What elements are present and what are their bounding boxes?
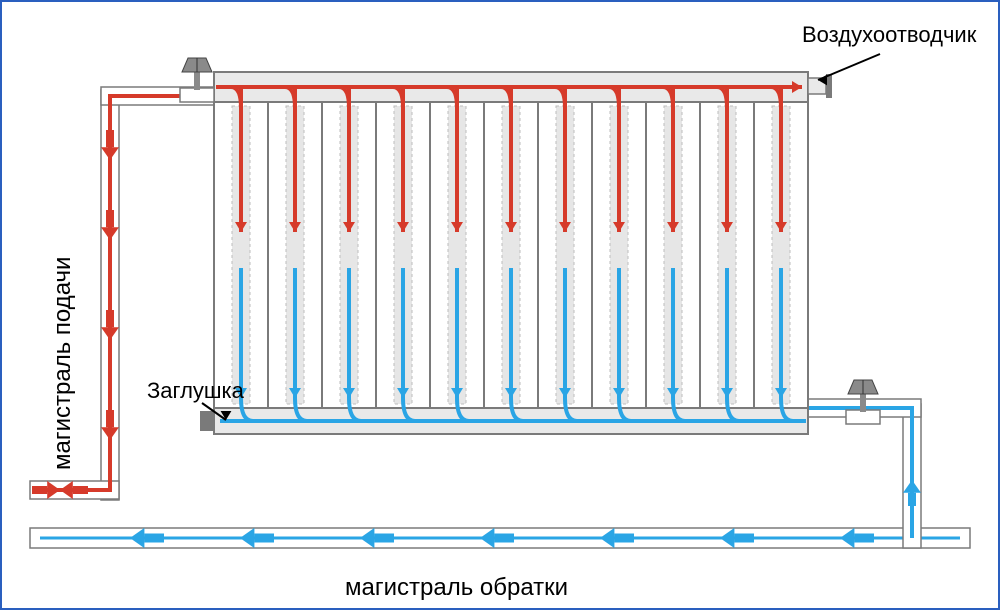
label-return-line: магистраль обратки xyxy=(345,574,568,601)
radiator-section xyxy=(754,87,808,421)
radiator-section xyxy=(322,87,376,421)
label-plug: Заглушка xyxy=(147,378,245,403)
radiator-section xyxy=(538,87,592,421)
label-supply-line: магистраль подачи xyxy=(49,257,76,470)
radiator-section xyxy=(484,87,538,421)
plug xyxy=(200,411,214,431)
radiator-section xyxy=(214,87,268,421)
radiator-section xyxy=(700,87,754,421)
radiator-section xyxy=(376,87,430,421)
radiator-section xyxy=(268,87,322,421)
radiator-section xyxy=(592,87,646,421)
radiator xyxy=(200,72,832,434)
radiator-section xyxy=(430,87,484,421)
label-air-vent: Воздухоотводчик xyxy=(802,22,977,47)
radiator-section xyxy=(646,87,700,421)
radiator-diagram: Воздухоотводчик Заглушка магистраль обратк… xyxy=(0,0,1000,610)
